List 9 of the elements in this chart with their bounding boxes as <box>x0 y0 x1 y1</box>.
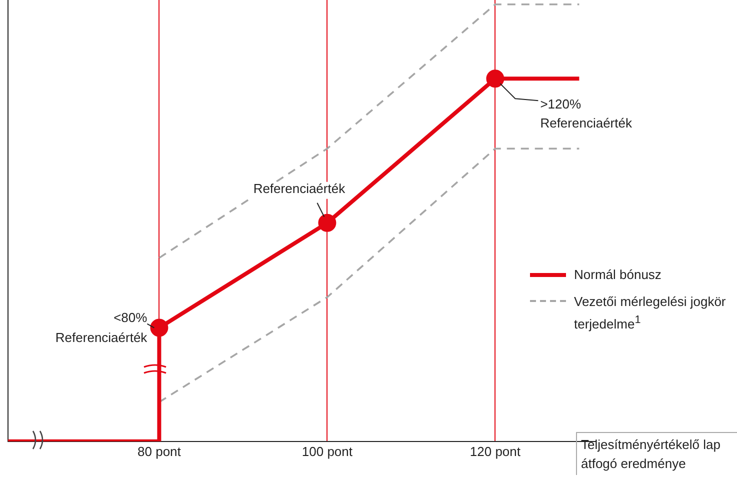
legend-label: Vezetői mérlegelési jogkör terjedelme$^{1}$ <box>574 293 727 334</box>
x-tick-label: 120 pont <box>470 444 521 459</box>
x-tick-label: 80 pont <box>138 444 182 459</box>
annotation: Referenciaérték <box>253 180 346 196</box>
x-tick-label: 100 pont <box>302 444 353 459</box>
legend-label: Normál bónusz <box>574 266 662 284</box>
x-axis-title: Teljesítményértékelő lap átfogó eredménye <box>576 432 737 475</box>
annotation: <80% Referenciaérték <box>55 310 148 345</box>
annotation: >120% Referenciaérték <box>540 96 632 131</box>
